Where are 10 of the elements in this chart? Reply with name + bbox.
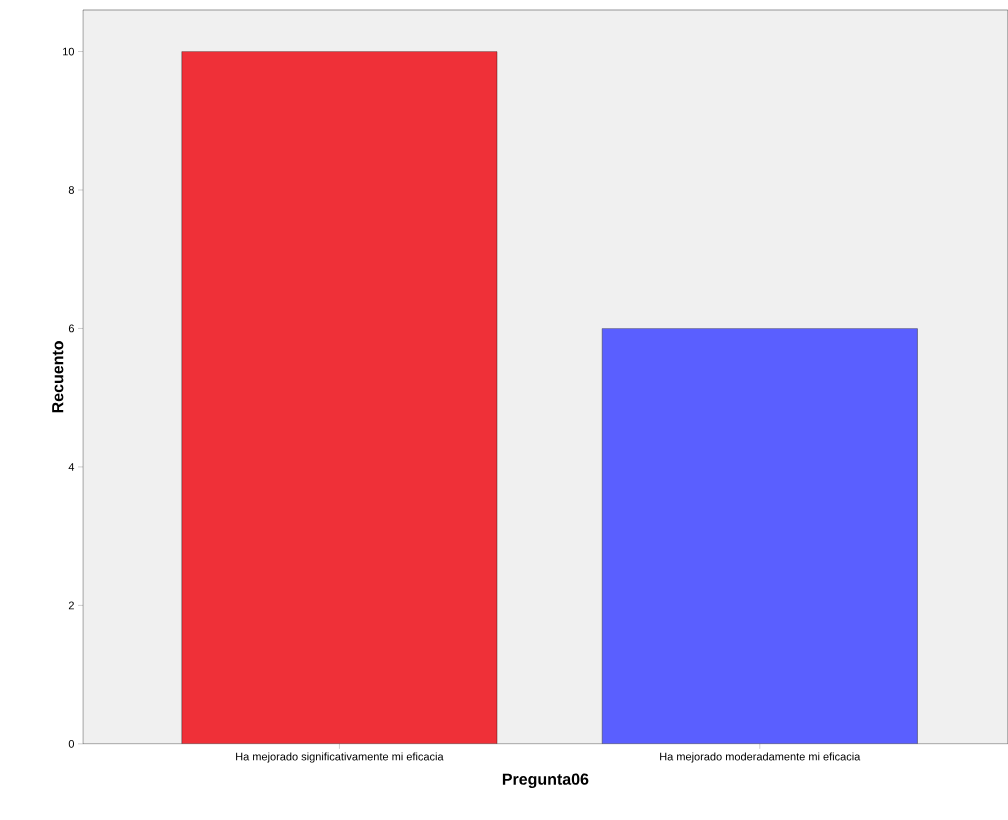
y-tick-label: 6 <box>68 324 74 333</box>
x-tick-label: Ha mejorado moderadamente mi eficacia <box>660 752 861 763</box>
y-tick-label: 0 <box>68 740 75 748</box>
x-axis-title: Pregunta06 <box>502 773 589 789</box>
x-tick-label: Ha mejorado significativamente mi eficacia <box>236 752 444 763</box>
y-tick-label: 4 <box>68 463 75 471</box>
y-tick-label: 2 <box>68 601 74 610</box>
y-tick-label: 8 <box>68 186 74 194</box>
y-tick-label: 10 <box>63 47 75 56</box>
y-axis-title: Recuento <box>52 341 64 413</box>
